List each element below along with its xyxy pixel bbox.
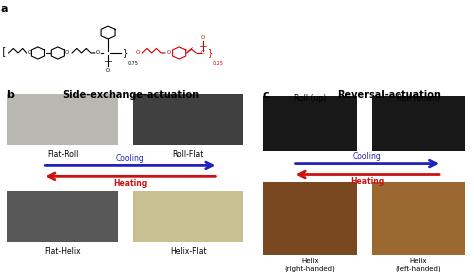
Text: Side-exchange-actuation: Side-exchange-actuation bbox=[62, 90, 199, 100]
Text: a: a bbox=[0, 4, 8, 14]
Text: Flat-Helix: Flat-Helix bbox=[44, 246, 81, 255]
Bar bbox=[263, 96, 357, 151]
Text: Roll (up): Roll (up) bbox=[293, 94, 326, 103]
Text: 0.25: 0.25 bbox=[212, 61, 223, 66]
Text: Reversal-actuation: Reversal-actuation bbox=[337, 90, 441, 100]
Bar bbox=[7, 94, 118, 145]
Text: Heating: Heating bbox=[113, 179, 147, 188]
Bar bbox=[372, 96, 465, 151]
Text: O: O bbox=[96, 51, 100, 55]
Bar bbox=[372, 182, 465, 255]
Text: Helix
(right-handed): Helix (right-handed) bbox=[284, 258, 335, 272]
Text: Flat-Roll: Flat-Roll bbox=[47, 150, 78, 159]
Text: [: [ bbox=[1, 46, 7, 56]
Text: b: b bbox=[6, 90, 14, 100]
Bar bbox=[263, 182, 357, 255]
Bar bbox=[7, 191, 118, 242]
Text: O: O bbox=[167, 51, 171, 55]
Text: O: O bbox=[27, 51, 31, 55]
Text: Helix-Flat: Helix-Flat bbox=[170, 246, 207, 255]
Text: O: O bbox=[136, 51, 139, 55]
Text: Roll (down): Roll (down) bbox=[397, 94, 440, 103]
Text: }: } bbox=[123, 48, 128, 57]
Text: 0.75: 0.75 bbox=[128, 61, 139, 66]
Text: O: O bbox=[201, 35, 205, 40]
Text: c: c bbox=[263, 90, 269, 100]
Text: Helix
(left-handed): Helix (left-handed) bbox=[396, 258, 441, 272]
Text: C: C bbox=[201, 51, 205, 55]
Text: Cooling: Cooling bbox=[116, 154, 145, 163]
Bar bbox=[133, 94, 244, 145]
Bar bbox=[133, 191, 244, 242]
Text: Cooling: Cooling bbox=[353, 152, 382, 161]
Text: O: O bbox=[106, 68, 110, 73]
Text: Roll-Flat: Roll-Flat bbox=[173, 150, 204, 159]
Text: Heating: Heating bbox=[350, 177, 384, 186]
Text: }: } bbox=[208, 48, 213, 57]
Text: O: O bbox=[65, 51, 69, 55]
